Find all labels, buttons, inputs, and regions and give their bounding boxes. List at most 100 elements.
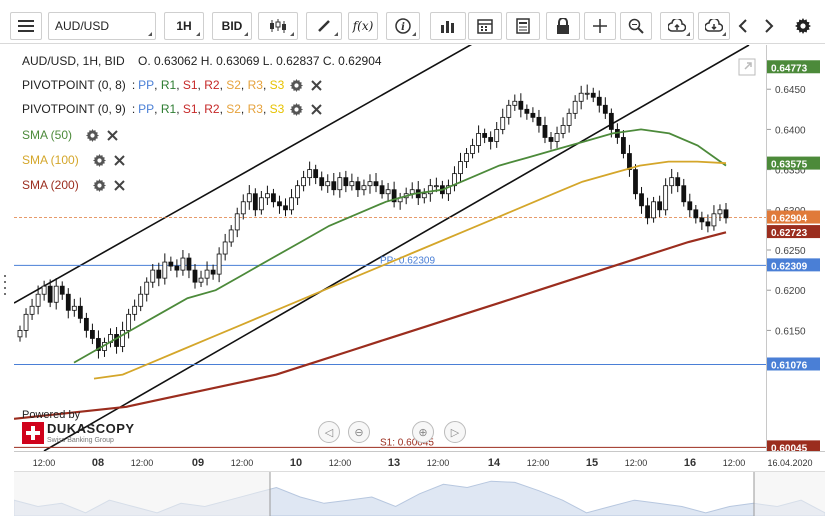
navigator-mask-0 xyxy=(14,472,270,516)
candle-body-93 xyxy=(578,92,584,102)
candle-body-83 xyxy=(518,100,524,110)
pivot-8-settings-icon[interactable] xyxy=(290,78,304,92)
scroll-right-button[interactable]: ▷ xyxy=(444,421,466,443)
candle-body-92 xyxy=(572,100,578,114)
function-button[interactable]: f(x) xyxy=(348,12,378,40)
settings-button[interactable] xyxy=(790,12,816,40)
sma-100-close-icon[interactable] xyxy=(113,154,125,166)
legend-sma-100: SMA (100) xyxy=(22,153,125,167)
candle-body-88 xyxy=(548,137,554,142)
price-tick-label-5: 0.6200 xyxy=(775,286,806,297)
indicators-button[interactable] xyxy=(430,12,466,40)
sma-200-close-icon[interactable] xyxy=(113,179,125,191)
candle-body-31 xyxy=(204,269,210,279)
time-tick-label-15: 16.04.2020 xyxy=(767,458,812,468)
legend-pivot-8-r2: R2 xyxy=(204,78,220,92)
next-button[interactable] xyxy=(758,12,780,40)
info-button[interactable]: i xyxy=(386,12,420,40)
legend-pivot-8-r1: R1 xyxy=(160,78,177,92)
time-tick-label-4: 12:00 xyxy=(231,458,254,468)
price-tick-label-4: 0.6250 xyxy=(775,246,806,257)
candle-body-73 xyxy=(458,161,463,175)
candle-body-0 xyxy=(17,330,23,338)
candle-body-94 xyxy=(584,92,590,95)
pivot-9-settings-icon[interactable] xyxy=(290,102,304,116)
price-chart[interactable]: PP: 0.62309 S1: 0.60045 xyxy=(14,45,766,451)
price-axis[interactable]: 0.64500.64000.63500.63000.62500.62000.61… xyxy=(766,45,825,454)
candle-body-4 xyxy=(41,285,47,295)
legend-sma-100-name: SMA (100) xyxy=(22,153,79,167)
pivot-9-close-icon[interactable] xyxy=(311,103,323,115)
candle-body-76 xyxy=(476,133,481,146)
candle-body-26 xyxy=(174,265,180,271)
candle-body-116 xyxy=(717,209,723,215)
price-badge-bg-5 xyxy=(767,357,820,371)
pivot-8-close-icon[interactable] xyxy=(311,79,323,91)
swiss-cross-icon xyxy=(22,422,44,444)
panel-resize-handle[interactable] xyxy=(2,272,12,303)
price-tick-label-0: 0.6450 xyxy=(775,85,806,96)
calendar-icon xyxy=(477,19,493,34)
lock-button[interactable] xyxy=(546,12,580,40)
zoom-in-button[interactable]: ⊕ xyxy=(412,421,434,443)
legend-sma-200-name: SMA (200) xyxy=(22,178,79,192)
candle-body-18 xyxy=(126,313,132,331)
menu-button[interactable] xyxy=(10,12,42,40)
scroll-left-button[interactable]: ◁ xyxy=(318,421,340,443)
report-icon xyxy=(516,18,530,34)
candle-body-69 xyxy=(433,185,439,188)
sma-50-close-icon[interactable] xyxy=(107,129,118,141)
zoom-button[interactable] xyxy=(620,12,652,40)
candle-body-85 xyxy=(530,112,536,118)
symbol-select[interactable]: AUD/USD xyxy=(48,12,156,40)
legend-pivot-8-r3: R3 xyxy=(247,78,263,92)
candle-body-109 xyxy=(675,177,681,187)
time-tick-label-10: 12:00 xyxy=(527,458,550,468)
upload-button[interactable] xyxy=(660,12,694,40)
price-badge-bg-3 xyxy=(767,225,820,239)
candle-body-32 xyxy=(210,269,216,275)
candle-body-20 xyxy=(138,293,144,307)
time-tick-label-5: 10 xyxy=(290,457,302,469)
offer-side-select[interactable]: BID xyxy=(212,12,252,40)
candle-body-19 xyxy=(132,305,138,315)
sma-200-settings-icon[interactable] xyxy=(92,178,106,192)
candle-body-52 xyxy=(331,181,337,191)
candle-body-24 xyxy=(162,261,168,279)
time-tick-label-11: 15 xyxy=(586,457,598,469)
legend-pivot-8-s2: S2 xyxy=(226,78,241,92)
draw-button[interactable] xyxy=(306,12,342,40)
chart-type-button[interactable] xyxy=(258,12,298,40)
toolbar: AUD/USD 1H BID f(x) i xyxy=(0,0,825,44)
candle-body-56 xyxy=(355,181,361,191)
crosshair-button[interactable] xyxy=(584,12,616,40)
download-button[interactable] xyxy=(698,12,730,40)
price-badge-bg-4 xyxy=(767,258,820,272)
zoom-out-button[interactable]: ⊖ xyxy=(348,421,370,443)
sma-50-settings-icon[interactable] xyxy=(86,128,100,142)
time-axis[interactable]: 12:00 08 12:00 09 12:00 10 12:00 13 12:00 14 12:00… xyxy=(14,451,825,471)
popout-button[interactable] xyxy=(738,58,756,79)
pivot-line-label-2: S1: 0.60045 xyxy=(380,437,434,448)
candle-body-39 xyxy=(252,193,258,211)
candle-body-81 xyxy=(506,104,512,118)
chart-area[interactable]: PP: 0.62309 S1: 0.60045 xyxy=(14,45,766,451)
price-badge-bg-0 xyxy=(767,60,820,74)
price-tick-label-2: 0.6350 xyxy=(775,166,806,177)
legend-pivot-9-name: PIVOTPOINT (0, 9) xyxy=(22,102,126,116)
legend-pivot-9: PIVOTPOINT (0, 9) : PP, R1, S1, R2, S2, … xyxy=(22,102,323,116)
candle-body-104 xyxy=(645,205,650,219)
sma-100-settings-icon[interactable] xyxy=(92,153,106,167)
lock-icon xyxy=(557,18,569,34)
candle-body-11 xyxy=(83,317,89,331)
report-button[interactable] xyxy=(506,12,540,40)
prev-button[interactable] xyxy=(732,12,754,40)
brand-tagline: Swiss Banking Group xyxy=(47,437,114,444)
navigator[interactable] xyxy=(13,471,825,517)
dukascopy-logo[interactable]: DUKASCOPY Swiss Banking Group xyxy=(22,422,135,444)
calendar-button[interactable] xyxy=(468,12,502,40)
legend-sma-50: SMA (50) xyxy=(22,128,118,142)
price-tick-label-6: 0.6150 xyxy=(775,326,806,337)
timeframe-select[interactable]: 1H xyxy=(164,12,204,40)
channel-lower-line xyxy=(43,45,750,451)
